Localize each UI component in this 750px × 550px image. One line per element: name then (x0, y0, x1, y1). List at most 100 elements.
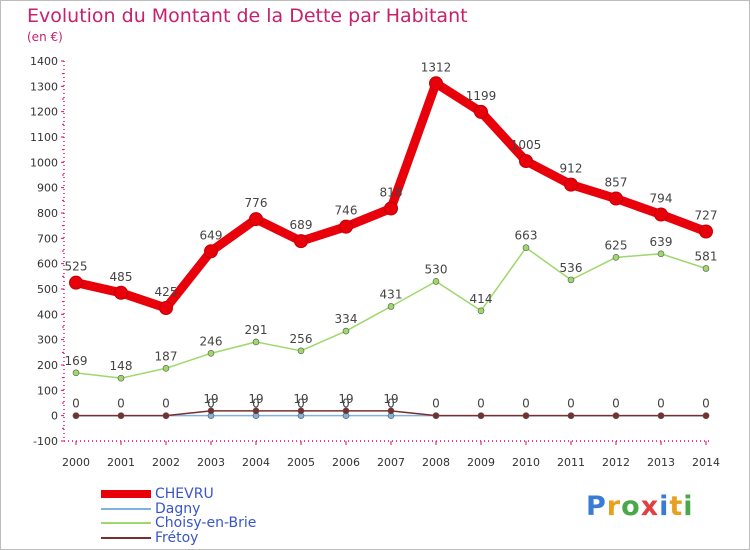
data-point-choisy-en-brie (297, 347, 305, 355)
data-label-dagny: 0 (252, 397, 260, 411)
y-tick-label: 200 (37, 359, 58, 372)
data-point-choisy-en-brie (252, 338, 260, 346)
legend-label-chevru: CHEVRU (155, 486, 214, 502)
data-point-chevru (159, 301, 173, 315)
logo-letter: i (659, 491, 670, 522)
data-label-choisy-en-brie: 639 (650, 235, 673, 249)
data-point-fr-toy (432, 412, 440, 419)
y-tick-label: 600 (37, 258, 58, 271)
y-tick-label: 400 (37, 308, 58, 321)
data-point-fr-toy (252, 407, 260, 415)
data-point-chevru (249, 212, 263, 227)
x-tick-label: 2008 (422, 456, 450, 469)
data-point-fr-toy (342, 407, 350, 415)
x-tick-label: 2002 (152, 456, 180, 469)
data-point-choisy-en-brie (162, 364, 170, 372)
data-label-chevru: 857 (605, 176, 628, 190)
x-tick-label: 2003 (197, 456, 225, 469)
y-tick-label: 1200 (30, 106, 58, 119)
data-label-choisy-en-brie: 187 (155, 349, 178, 363)
data-label-chevru: 776 (245, 196, 268, 210)
y-tick-label: 1100 (30, 131, 58, 144)
data-point-chevru (609, 191, 623, 206)
data-point-fr-toy (387, 407, 395, 415)
y-tick-label: -100 (33, 435, 58, 448)
data-label-fr-toy: 19 (203, 392, 218, 406)
x-tick-label: 2014 (692, 456, 720, 469)
x-tick-label: 2012 (602, 456, 630, 469)
logo-letter: r (606, 491, 622, 522)
data-label-dagny: 0 (522, 397, 530, 411)
data-label-choisy-en-brie: 334 (335, 312, 358, 326)
logo-letter: o (621, 491, 641, 522)
data-label-choisy-en-brie: 169 (65, 354, 88, 368)
data-point-chevru (654, 207, 668, 222)
data-point-chevru (384, 201, 398, 216)
data-point-fr-toy (297, 407, 305, 415)
data-label-fr-toy: 19 (293, 392, 308, 406)
data-point-fr-toy (522, 412, 530, 419)
legend-swatch-dagny (101, 508, 151, 510)
data-label-chevru: 1199 (466, 89, 497, 103)
data-point-chevru (699, 224, 713, 239)
data-label-dagny: 0 (702, 397, 710, 411)
data-label-choisy-en-brie: 148 (110, 359, 133, 373)
data-label-chevru: 689 (290, 218, 313, 232)
y-tick-label: 800 (37, 207, 58, 220)
legend-item-choisy-en-brie: Choisy-en-Brie (101, 515, 256, 531)
y-tick-label: 100 (37, 384, 58, 397)
x-tick-label: 2000 (62, 456, 90, 469)
y-tick-label: 500 (37, 283, 58, 296)
legend-label-fr-toy: Frétoy (155, 530, 199, 546)
data-point-chevru (69, 275, 83, 290)
data-label-dagny: 0 (342, 397, 350, 411)
data-label-chevru: 912 (560, 162, 583, 176)
data-point-fr-toy (612, 412, 620, 419)
data-point-fr-toy (207, 407, 215, 415)
data-label-chevru: 649 (200, 228, 223, 242)
x-tick-label: 2005 (287, 456, 315, 469)
logo-letter: t (669, 491, 684, 522)
data-label-dagny: 0 (567, 397, 575, 411)
x-tick-label: 2010 (512, 456, 540, 469)
legend-item-chevru: CHEVRU (101, 486, 214, 502)
data-label-fr-toy: 19 (383, 392, 398, 406)
data-point-chevru (339, 219, 353, 234)
data-label-choisy-en-brie: 536 (560, 261, 583, 275)
y-tick-label: 0 (51, 410, 58, 423)
data-label-chevru: 746 (335, 204, 358, 218)
data-point-choisy-en-brie (342, 327, 350, 335)
data-label-fr-toy: 19 (248, 392, 263, 406)
y-tick-label: 900 (37, 182, 58, 195)
data-point-choisy-en-brie (477, 307, 485, 315)
data-point-choisy-en-brie (702, 265, 710, 272)
data-label-chevru: 425 (155, 285, 178, 299)
data-label-dagny: 0 (477, 397, 485, 411)
data-label-chevru: 1005 (511, 138, 542, 152)
data-point-choisy-en-brie (117, 374, 125, 382)
data-point-chevru (294, 234, 308, 249)
data-point-fr-toy (72, 412, 80, 419)
y-tick-label: 1000 (30, 156, 58, 169)
data-point-choisy-en-brie (207, 350, 215, 357)
legend-swatch-choisy-en-brie (101, 522, 151, 524)
data-point-fr-toy (567, 412, 575, 419)
data-label-chevru: 794 (650, 192, 673, 206)
data-point-chevru (564, 177, 578, 192)
logo-letter: i (683, 491, 694, 522)
proxiti-logo: Proxiti (586, 491, 694, 522)
x-tick-label: 2011 (557, 456, 585, 469)
data-label-dagny: 0 (657, 397, 665, 411)
chart-unit-label: (en €) (27, 30, 63, 44)
data-label-dagny: 0 (72, 397, 80, 411)
data-point-chevru (204, 244, 218, 259)
data-point-fr-toy (117, 412, 125, 419)
legend-swatch-fr-toy (101, 537, 151, 539)
data-label-chevru: 818 (380, 185, 403, 199)
data-label-dagny: 0 (432, 397, 440, 411)
data-point-chevru (474, 104, 488, 119)
data-label-choisy-en-brie: 291 (245, 323, 268, 337)
y-tick-label: 1400 (30, 55, 58, 68)
data-point-choisy-en-brie (657, 250, 665, 258)
